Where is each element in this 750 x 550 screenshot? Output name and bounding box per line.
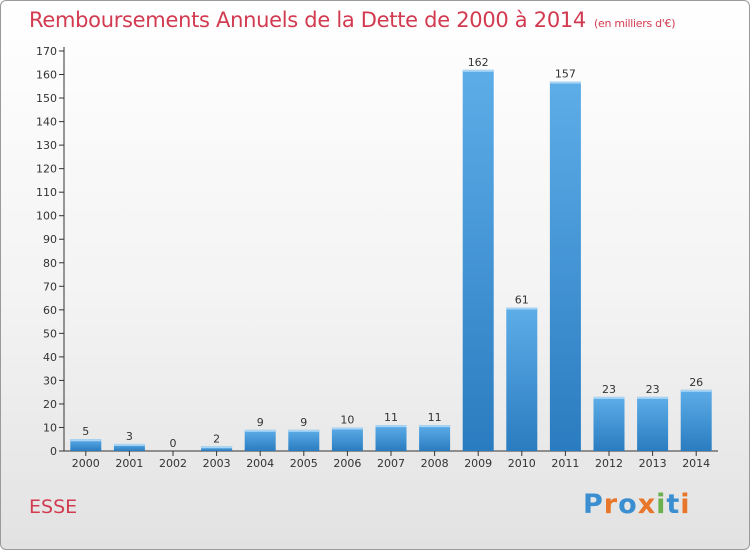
bars <box>70 69 712 452</box>
y-tick-label: 130 <box>36 139 57 152</box>
data-label-2009: 162 <box>468 56 489 69</box>
bar-2004 <box>244 429 276 451</box>
y-tick-label: 110 <box>36 186 57 199</box>
logo-letter: o <box>618 489 638 520</box>
y-tick-label: 40 <box>43 351 57 364</box>
y-tick-label: 160 <box>36 69 57 82</box>
logo-letter: x <box>637 489 657 520</box>
data-label-2013: 23 <box>646 383 660 396</box>
data-label-2003: 2 <box>213 432 220 445</box>
y-tick-label: 50 <box>43 327 57 340</box>
logo-letter: t <box>666 489 681 520</box>
bar-highlight-2010 <box>506 307 538 310</box>
bar-2009 <box>462 69 494 451</box>
bar-2012 <box>593 396 625 451</box>
y-tick-label: 120 <box>36 163 57 176</box>
commune-name: ESSE <box>29 496 78 518</box>
x-tick-label: 2001 <box>115 457 143 470</box>
bar-highlight-2000 <box>70 439 102 442</box>
y-tick-label: 70 <box>43 280 57 293</box>
data-label-2002: 0 <box>170 437 177 450</box>
x-tick-label: 2011 <box>551 457 579 470</box>
bar-highlight-2013 <box>637 396 669 399</box>
y-tick-label: 100 <box>36 210 57 223</box>
bar-highlight-2012 <box>593 396 625 399</box>
data-label-2010: 61 <box>515 293 529 306</box>
bar-highlight-2004 <box>244 429 276 432</box>
y-tick-label: 140 <box>36 116 57 129</box>
x-tick-label: 2000 <box>72 457 100 470</box>
x-tick-label: 2010 <box>508 457 536 470</box>
bar-2006 <box>331 427 363 451</box>
data-labels: 5 3 0 2 9 9 10 11 11 162 61 157 23 23 26 <box>82 56 703 450</box>
data-label-2014: 26 <box>689 376 703 389</box>
y-tick-label: 0 <box>50 445 57 458</box>
bar-2014 <box>680 389 712 451</box>
data-label-2005: 9 <box>300 416 307 429</box>
x-tick-label: 2003 <box>203 457 231 470</box>
x-tick-label: 2014 <box>682 457 710 470</box>
data-label-2001: 3 <box>126 430 133 443</box>
bar-2008 <box>419 425 451 451</box>
bar-2011 <box>549 81 581 452</box>
x-tick-label: 2009 <box>464 457 492 470</box>
y-tick-label: 10 <box>43 421 57 434</box>
data-label-2011: 157 <box>555 68 576 81</box>
data-label-2004: 9 <box>257 416 264 429</box>
bar-highlight-2011 <box>549 81 581 84</box>
data-label-2012: 23 <box>602 383 616 396</box>
bar-highlight-2005 <box>288 429 320 432</box>
chart-title-text: Remboursements Annuels de la Dette de 20… <box>29 8 586 32</box>
x-tick-label: 2006 <box>333 457 361 470</box>
y-tick-label: 90 <box>43 233 57 246</box>
y-tick-label: 20 <box>43 398 57 411</box>
x-tick-label: 2013 <box>639 457 667 470</box>
bar-2013 <box>637 396 669 451</box>
chart-title: Remboursements Annuels de la Dette de 20… <box>29 8 675 32</box>
y-tick-label: 80 <box>43 257 57 270</box>
logo-letter: P <box>583 489 604 520</box>
bar-2010 <box>506 307 538 451</box>
bar-highlight-2009 <box>462 69 494 72</box>
bar-2000 <box>70 439 102 451</box>
bar-highlight-2006 <box>331 427 363 430</box>
x-tick-label: 2008 <box>421 457 449 470</box>
bar-highlight-2008 <box>419 425 451 428</box>
x-tick-label: 2007 <box>377 457 405 470</box>
bar-highlight-2003 <box>201 446 233 449</box>
bar-2007 <box>375 425 407 451</box>
y-tick-label: 60 <box>43 304 57 317</box>
bar-2003 <box>201 446 233 451</box>
x-tick-label: 2005 <box>290 457 318 470</box>
data-label-2006: 10 <box>340 413 354 426</box>
y-tick-label: 150 <box>36 92 57 105</box>
logo-letter: i <box>656 489 667 520</box>
bar-highlight-2007 <box>375 425 407 428</box>
bar-2005 <box>288 429 320 451</box>
axes: 0102030405060708090100110120130140150160… <box>36 45 718 470</box>
logo-letter: r <box>603 489 619 520</box>
bar-2001 <box>113 443 145 451</box>
y-tick-label: 30 <box>43 374 57 387</box>
x-tick-label: 2002 <box>159 457 187 470</box>
data-label-2008: 11 <box>428 411 442 424</box>
x-tick-label: 2012 <box>595 457 623 470</box>
x-tick-label: 2004 <box>246 457 274 470</box>
logo-letter: i <box>680 489 691 520</box>
chart-unit: (en milliers d'€) <box>594 17 676 30</box>
y-tick-label: 170 <box>36 45 57 58</box>
proxiti-logo: Proxiti <box>583 489 691 520</box>
bar-highlight-2001 <box>113 443 145 446</box>
data-label-2000: 5 <box>82 425 89 438</box>
bar-highlight-2014 <box>680 389 712 392</box>
data-label-2007: 11 <box>384 411 398 424</box>
